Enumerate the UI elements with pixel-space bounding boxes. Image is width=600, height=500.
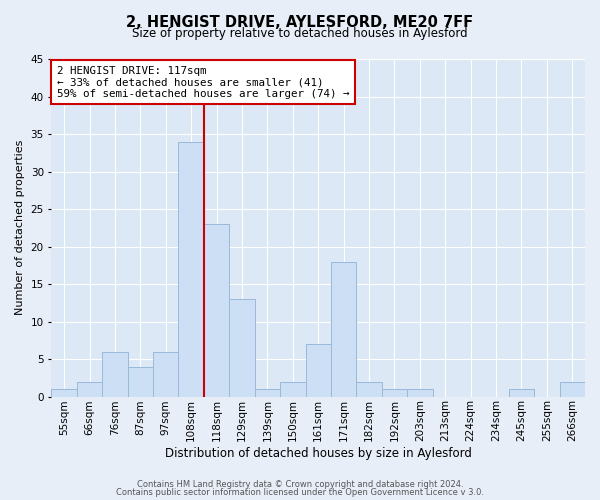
Bar: [356, 382, 382, 396]
Bar: [204, 224, 229, 396]
Bar: [280, 382, 305, 396]
Y-axis label: Number of detached properties: Number of detached properties: [15, 140, 25, 316]
X-axis label: Distribution of detached houses by size in Aylesford: Distribution of detached houses by size …: [165, 447, 472, 460]
Bar: [229, 299, 255, 396]
Bar: [77, 382, 102, 396]
Bar: [509, 389, 534, 396]
Bar: [153, 352, 178, 397]
Bar: [382, 389, 407, 396]
Bar: [128, 366, 153, 396]
Text: Contains public sector information licensed under the Open Government Licence v : Contains public sector information licen…: [116, 488, 484, 497]
Text: Size of property relative to detached houses in Aylesford: Size of property relative to detached ho…: [132, 28, 468, 40]
Bar: [560, 382, 585, 396]
Bar: [52, 389, 77, 396]
Text: 2 HENGIST DRIVE: 117sqm
← 33% of detached houses are smaller (41)
59% of semi-de: 2 HENGIST DRIVE: 117sqm ← 33% of detache…: [57, 66, 349, 99]
Bar: [407, 389, 433, 396]
Bar: [255, 389, 280, 396]
Bar: [331, 262, 356, 396]
Text: Contains HM Land Registry data © Crown copyright and database right 2024.: Contains HM Land Registry data © Crown c…: [137, 480, 463, 489]
Bar: [102, 352, 128, 397]
Bar: [178, 142, 204, 396]
Text: 2, HENGIST DRIVE, AYLESFORD, ME20 7FF: 2, HENGIST DRIVE, AYLESFORD, ME20 7FF: [127, 15, 473, 30]
Bar: [305, 344, 331, 397]
